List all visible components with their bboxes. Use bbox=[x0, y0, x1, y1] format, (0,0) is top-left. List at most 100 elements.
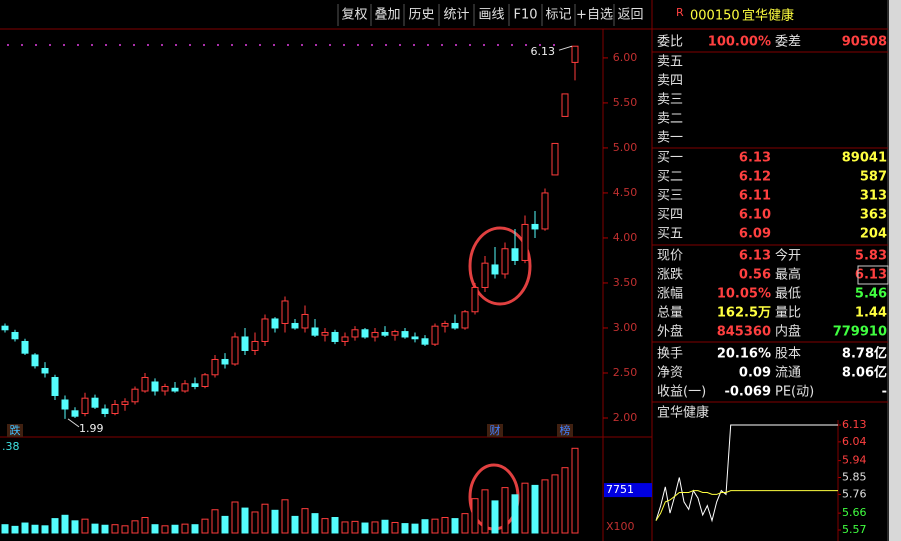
stock-name: 宜华健康 bbox=[742, 8, 794, 24]
y-tick-label: 5.85 bbox=[842, 471, 867, 484]
field-label: 卖四 bbox=[657, 74, 683, 89]
dot bbox=[511, 44, 513, 46]
y-tick-label: 2.50 bbox=[613, 366, 638, 379]
candle-body bbox=[361, 329, 369, 338]
volume-bar bbox=[271, 509, 279, 534]
field-label: 收益(一) bbox=[657, 385, 706, 400]
volume-bar bbox=[81, 518, 89, 534]
field-label: 最低 bbox=[775, 287, 801, 302]
volume-bar bbox=[441, 517, 449, 534]
volume-bar bbox=[381, 519, 389, 534]
volume-bar bbox=[11, 525, 19, 534]
dot bbox=[371, 44, 373, 46]
candle-body bbox=[471, 286, 479, 313]
dot bbox=[49, 44, 51, 46]
annotation: 1.99 bbox=[79, 422, 104, 435]
dot bbox=[455, 44, 457, 46]
toolbar-button[interactable]: 历史 bbox=[408, 8, 434, 23]
event-marker[interactable]: 跌 bbox=[10, 423, 21, 437]
candle-body bbox=[41, 367, 49, 374]
y-tick-label: 5.76 bbox=[842, 487, 867, 500]
scrollbar[interactable] bbox=[889, 0, 901, 541]
candle-body bbox=[311, 327, 319, 336]
candle-body bbox=[451, 322, 459, 329]
event-marker-box bbox=[557, 424, 573, 437]
bid-volume: 363 bbox=[860, 208, 887, 223]
bid-price: 6.11 bbox=[739, 189, 771, 204]
bid-volume: 89041 bbox=[842, 151, 887, 166]
volume-bar bbox=[211, 509, 219, 534]
candle-body bbox=[541, 192, 549, 230]
volume-bar bbox=[231, 501, 239, 534]
toolbar-button[interactable]: +自选 bbox=[576, 8, 613, 23]
dot bbox=[91, 44, 93, 46]
highlight-circle bbox=[468, 226, 532, 306]
intraday-title: 宜华健康 bbox=[657, 405, 709, 421]
toolbar-button[interactable]: 标记 bbox=[545, 8, 571, 23]
candle-body bbox=[561, 93, 569, 117]
volume-bar bbox=[551, 474, 559, 534]
dot bbox=[469, 44, 471, 46]
candle-body bbox=[481, 262, 489, 288]
y-tick-label: 5.66 bbox=[842, 506, 867, 519]
candle-body bbox=[61, 399, 69, 410]
field-label: 卖二 bbox=[657, 112, 683, 127]
toolbar-button[interactable]: 统计 bbox=[443, 8, 469, 23]
field-value: 1.44 bbox=[855, 306, 887, 321]
volume-bar bbox=[511, 494, 519, 534]
volume-bar bbox=[61, 514, 69, 534]
volume-bar bbox=[451, 518, 459, 534]
volume-unit: X100 bbox=[606, 520, 635, 533]
y-tick-label: 4.00 bbox=[613, 231, 638, 244]
candle-body bbox=[181, 383, 189, 392]
candle-body bbox=[101, 408, 109, 414]
volume-bar bbox=[141, 517, 149, 534]
intraday-line bbox=[655, 490, 838, 521]
volume-bar bbox=[191, 524, 199, 534]
volume-bar bbox=[331, 517, 339, 534]
dot bbox=[63, 44, 65, 46]
dot bbox=[441, 44, 443, 46]
toolbar-button[interactable]: 叠加 bbox=[374, 8, 400, 23]
candle-body bbox=[1, 325, 9, 331]
field-label: 内盘 bbox=[775, 324, 801, 340]
candle-body bbox=[341, 336, 349, 342]
toolbar-button[interactable]: 画线 bbox=[478, 8, 504, 23]
y-tick-label: 5.57 bbox=[842, 523, 867, 536]
field-value: 10.05% bbox=[717, 287, 771, 302]
dot bbox=[147, 44, 149, 46]
volume-bar bbox=[481, 489, 489, 534]
toolbar-button[interactable]: 复权 bbox=[341, 7, 367, 23]
dot bbox=[539, 44, 541, 46]
event-marker[interactable]: 榜 bbox=[560, 423, 571, 437]
volume-bar bbox=[391, 521, 399, 534]
y-tick-label: 3.00 bbox=[613, 321, 638, 334]
volume-bar bbox=[221, 515, 229, 534]
dot bbox=[287, 44, 289, 46]
dot bbox=[413, 44, 415, 46]
event-marker[interactable]: 财 bbox=[490, 423, 501, 437]
field-label: 买五 bbox=[657, 227, 683, 242]
toolbar-button[interactable]: F10 bbox=[513, 8, 537, 23]
field-value: -0.069 bbox=[724, 385, 771, 400]
y-tick-label: 6.13 bbox=[842, 418, 867, 431]
volume-tick-label: 7751 bbox=[606, 483, 634, 496]
candle-body bbox=[91, 397, 99, 408]
dot bbox=[161, 44, 163, 46]
volume-bar bbox=[371, 521, 379, 534]
candle-body bbox=[321, 331, 329, 336]
toolbar-button[interactable]: 返回 bbox=[617, 8, 643, 23]
candle-body bbox=[161, 385, 169, 392]
candle-body bbox=[171, 387, 179, 392]
field-value: 100.00% bbox=[708, 35, 771, 50]
candle-body bbox=[261, 318, 269, 342]
candle-body bbox=[131, 388, 139, 403]
field-label: 总量 bbox=[657, 306, 683, 321]
y-tick-label: 4.50 bbox=[613, 186, 638, 199]
dot bbox=[385, 44, 387, 46]
volume-bar bbox=[361, 522, 369, 534]
y-tick-label: 5.00 bbox=[613, 141, 638, 154]
